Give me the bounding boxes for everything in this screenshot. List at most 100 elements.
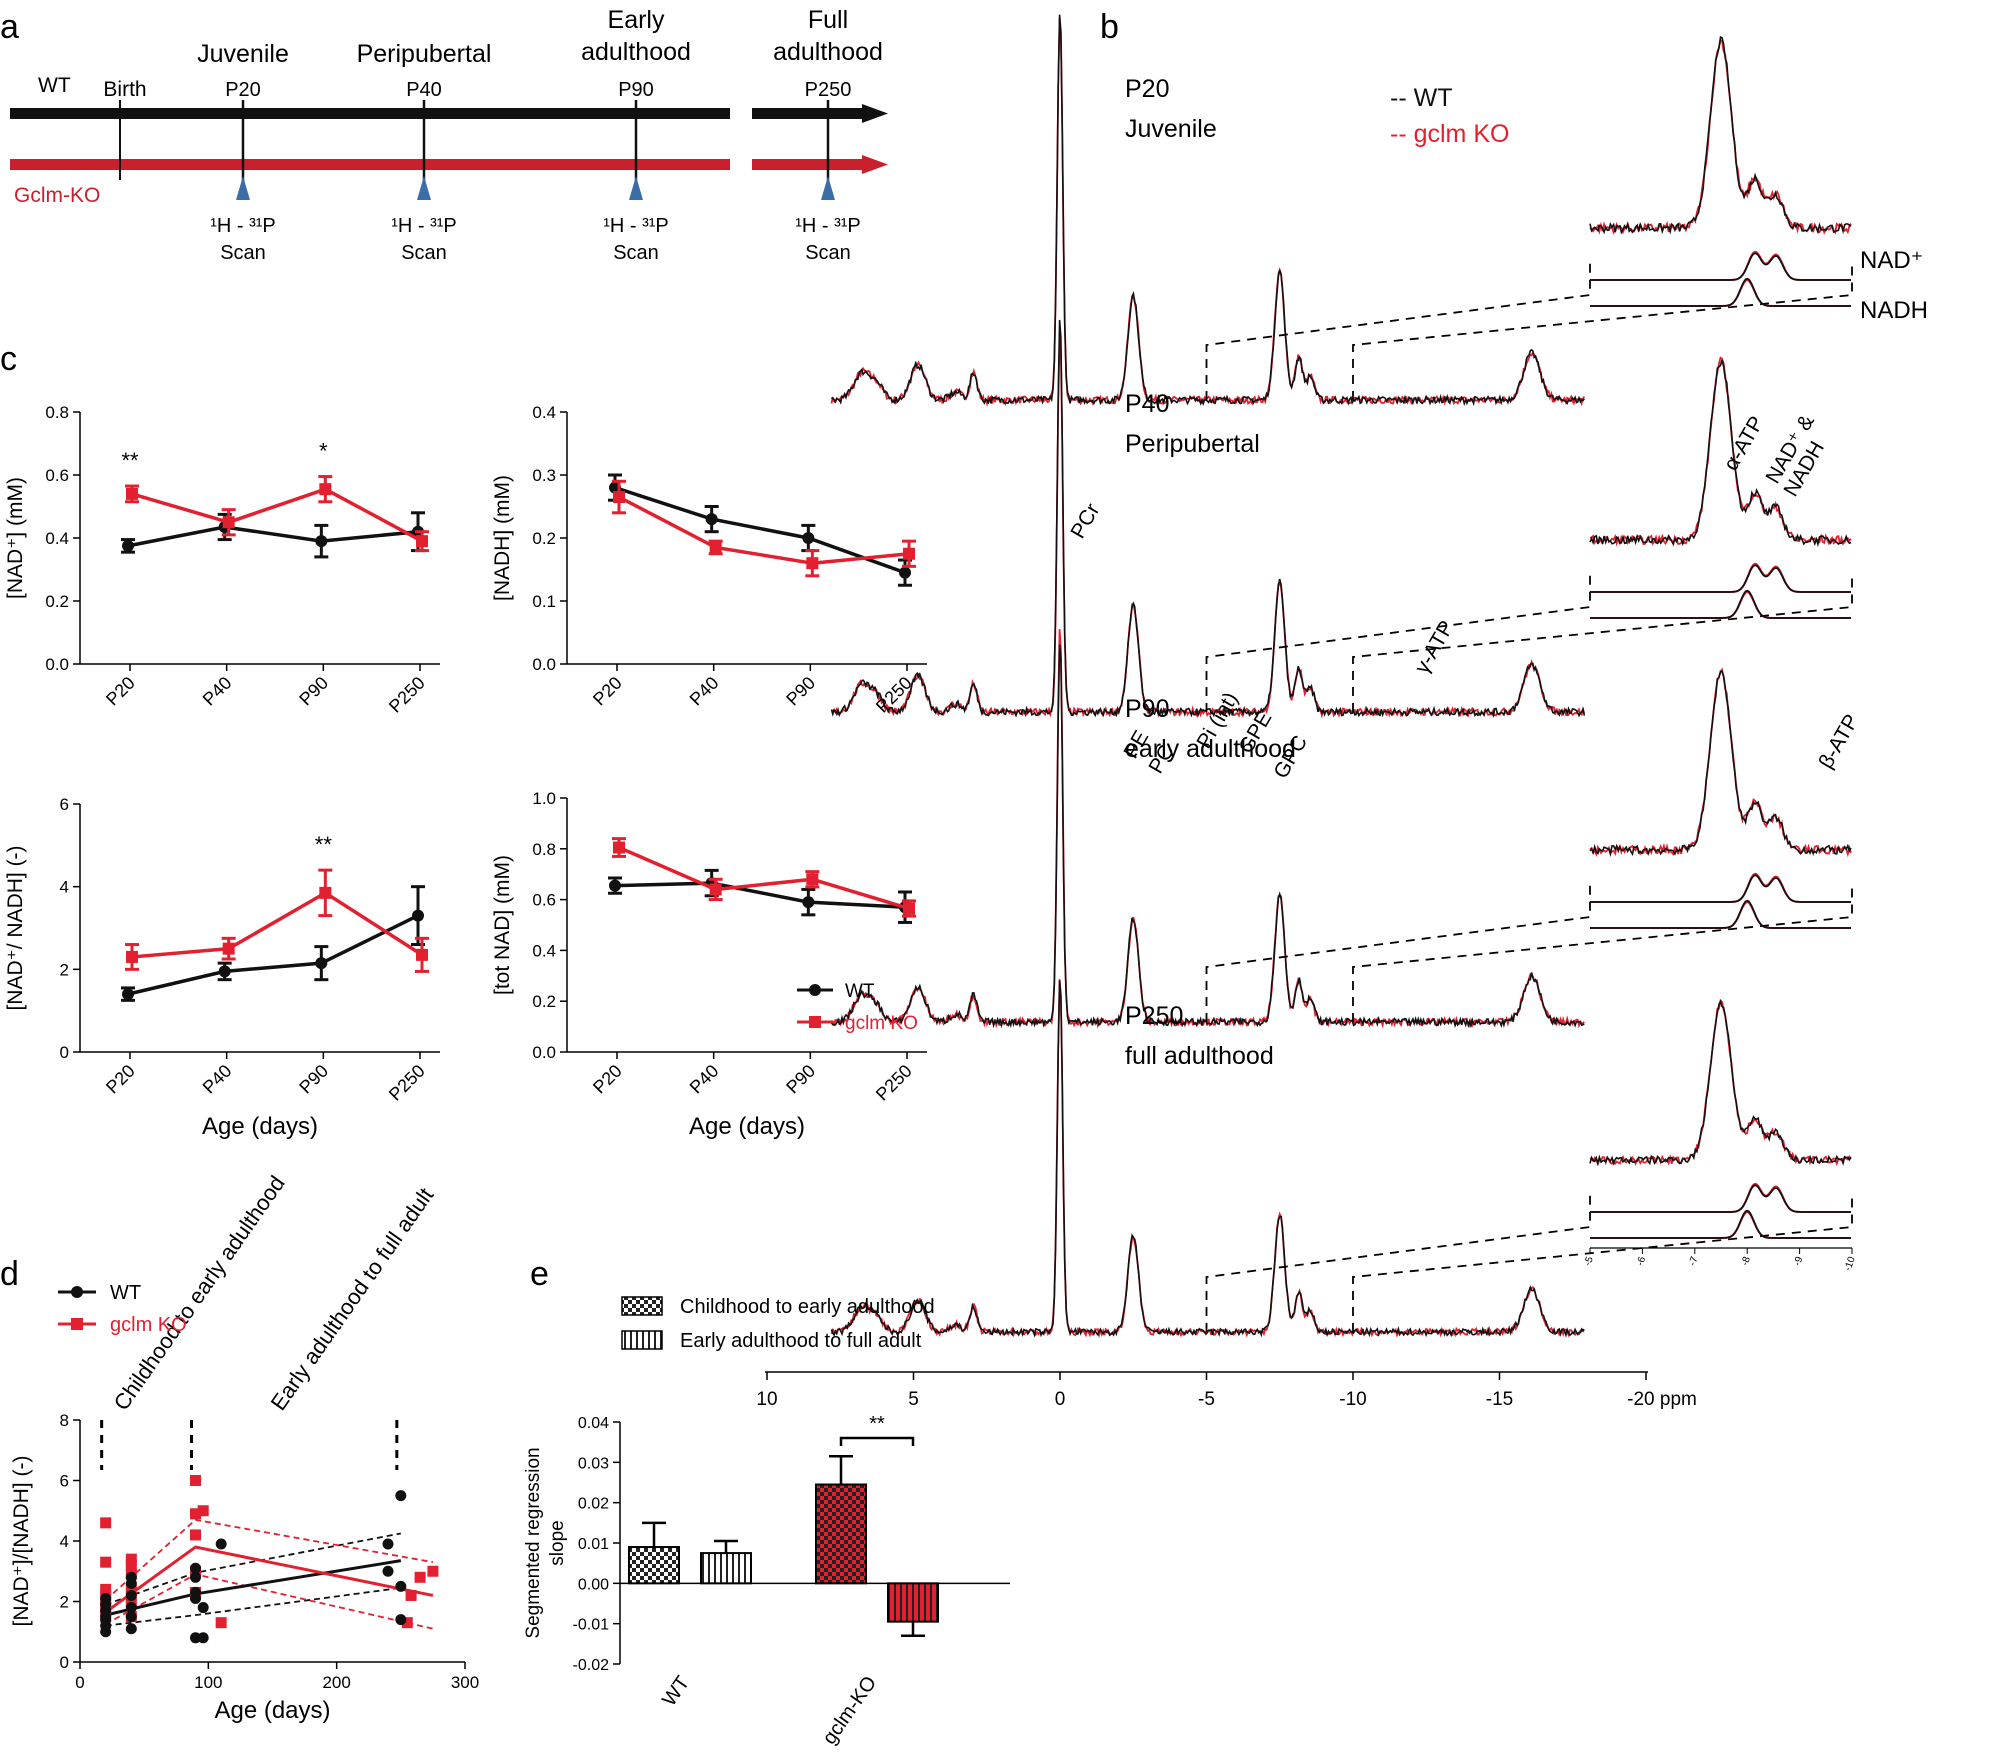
chart-nad-plus: 0.0 0.2 0.4 0.6 0.8 P20 P40 P90 P250 [NAD⁺] (mM) *…: [4, 403, 440, 717]
spectra-legend-ko: -- gclm KO: [1390, 120, 1509, 148]
series-line-wt: [614, 881, 906, 909]
panel-letter-e: e: [530, 1255, 549, 1293]
y-tick-label: 0.2: [532, 529, 556, 548]
annotation-early-adulthood: Early adulthood to full adult: [266, 1183, 439, 1415]
x-tick-label: P40: [199, 673, 236, 710]
y-tick-label: 0.0: [532, 1043, 556, 1062]
scan-marker-3: [821, 176, 835, 200]
scatter-point-wt: [125, 1611, 137, 1623]
scatter-point-wt: [100, 1592, 112, 1604]
x-tick-label: P90: [295, 1061, 332, 1098]
y-tick-label: 0.0: [532, 655, 556, 674]
scan-label-top-1: ¹H - ³¹P: [391, 215, 457, 237]
zoom-line-left: [1205, 882, 1591, 1022]
spectrum-stage-label: Peripubertal: [1125, 430, 1260, 458]
x-axis-label: Age (days): [214, 1697, 330, 1724]
data-point-ko: [613, 491, 625, 504]
legend-label-wt: WT: [110, 1282, 141, 1304]
scatter-point-ko: [125, 1559, 137, 1571]
panel-letter-b: b: [1100, 8, 1119, 46]
x-axis-label: Age (days): [689, 1113, 805, 1140]
peak-label: α-ATP: [1719, 412, 1768, 474]
spectrum-ko-p250: [830, 979, 1585, 1339]
scatter-point-wt: [197, 1632, 209, 1644]
ko-timeline-arrow: [862, 155, 888, 174]
spectrum-wt-p250: [830, 980, 1585, 1338]
y-tick-label: 0.02: [578, 1496, 609, 1513]
series-line-wt: [127, 525, 419, 548]
scatter-point-wt: [125, 1571, 137, 1583]
series-line-gclm-ko: [131, 487, 423, 543]
timeline-ko-label: Gclm-KO: [14, 184, 100, 207]
x-category-label: WT: [658, 1672, 694, 1710]
inset-spectrum-ko: [1589, 998, 1852, 1167]
x-tick-label: P40: [199, 1061, 236, 1098]
y-tick-label: -0.02: [573, 1657, 610, 1674]
fit-nadh-ko: [1590, 900, 1851, 929]
y-tick-label: 6: [60, 1472, 69, 1491]
ppm-tick-label: -5: [1198, 1389, 1215, 1410]
fit-nadh-ko: [1590, 1210, 1851, 1239]
inset-spectrum-wt: [1589, 999, 1852, 1167]
fit-nadh-wt: [1590, 1209, 1851, 1239]
ppm-tick-label: 5: [908, 1389, 919, 1410]
zoom-line-right: [1352, 260, 1853, 400]
x-tick-label: P90: [782, 673, 819, 710]
data-point-wt: [122, 988, 134, 1001]
data-point-ko: [126, 487, 138, 500]
legend-label-adulthood: Early adulthood to full adult: [680, 1330, 922, 1352]
x-tick-label: P40: [686, 673, 723, 710]
scan-label-bottom-0: Scan: [220, 242, 266, 264]
panel-letter-c: c: [0, 340, 17, 378]
fit-nad-plus-wt: [1590, 564, 1851, 593]
legend-marker-ko: [809, 1016, 821, 1028]
spectrum-ko-p40: [831, 337, 1586, 719]
data-point-wt: [218, 965, 231, 978]
birth-label: Birth: [103, 78, 146, 101]
data-point-wt: [802, 896, 815, 909]
scan-marker-2: [629, 176, 643, 200]
scan-label-top-2: ¹H - ³¹P: [603, 215, 669, 237]
significance-marker: *: [319, 439, 328, 464]
panel-letter-a: a: [0, 8, 19, 46]
spectrum-age-label: P20: [1125, 75, 1169, 103]
scatter-point-ko: [190, 1529, 201, 1541]
ko-timeline-bar-end: [752, 159, 862, 170]
stage-name-0: Juvenile: [197, 40, 289, 68]
fit-nadh-ko: [1590, 278, 1851, 307]
inset-spectrum-ko: [1589, 39, 1852, 235]
scatter-point-wt: [395, 1580, 407, 1592]
fit-nad-plus-wt: [1590, 1184, 1851, 1213]
inset-spectrum-wt: [1589, 670, 1852, 858]
scan-label-bottom-1: Scan: [401, 242, 447, 264]
x-tick-label: 100: [194, 1673, 222, 1692]
scatter-point-wt: [190, 1586, 201, 1598]
fit-nad-plus-ko: [1590, 562, 1851, 593]
scatter-point-wt: [382, 1538, 394, 1550]
spectra-panel: P20 Juvenile NAD⁺ NADH P40 Peripubertal P90 ear…: [756, 14, 1928, 1410]
zoom-line-left: [1205, 572, 1591, 712]
data-point-ko: [222, 942, 235, 955]
inset-x-tick-label: -5: [1582, 1255, 1596, 1268]
fit-nad-plus-ko: [1590, 250, 1851, 281]
scatter-point-ko: [100, 1583, 112, 1595]
x-tick-label: P90: [782, 1061, 819, 1098]
data-point-ko: [903, 902, 915, 915]
y-tick-label: 0.6: [532, 891, 556, 910]
significance-marker: **: [869, 1413, 885, 1435]
fit-nad-plus-ko: [1590, 1182, 1851, 1213]
data-point-wt: [802, 532, 815, 544]
fit-nad-plus-wt: [1590, 874, 1851, 903]
spectrum-stage-label: full adulthood: [1125, 1042, 1274, 1070]
y-tick-label: 0.03: [578, 1455, 609, 1472]
data-point-ko: [806, 873, 819, 886]
scatter-point-ko: [100, 1517, 112, 1529]
stage-name2-3: adulthood: [773, 38, 883, 66]
panel-letter-d: d: [0, 1255, 19, 1293]
stage-age-2: P90: [618, 79, 654, 101]
scatter-point-ko: [190, 1508, 201, 1520]
bar-wt-1: [700, 1552, 752, 1585]
fit-nad-plus-wt: [1590, 252, 1851, 281]
ko-timeline-bar: [10, 159, 730, 170]
